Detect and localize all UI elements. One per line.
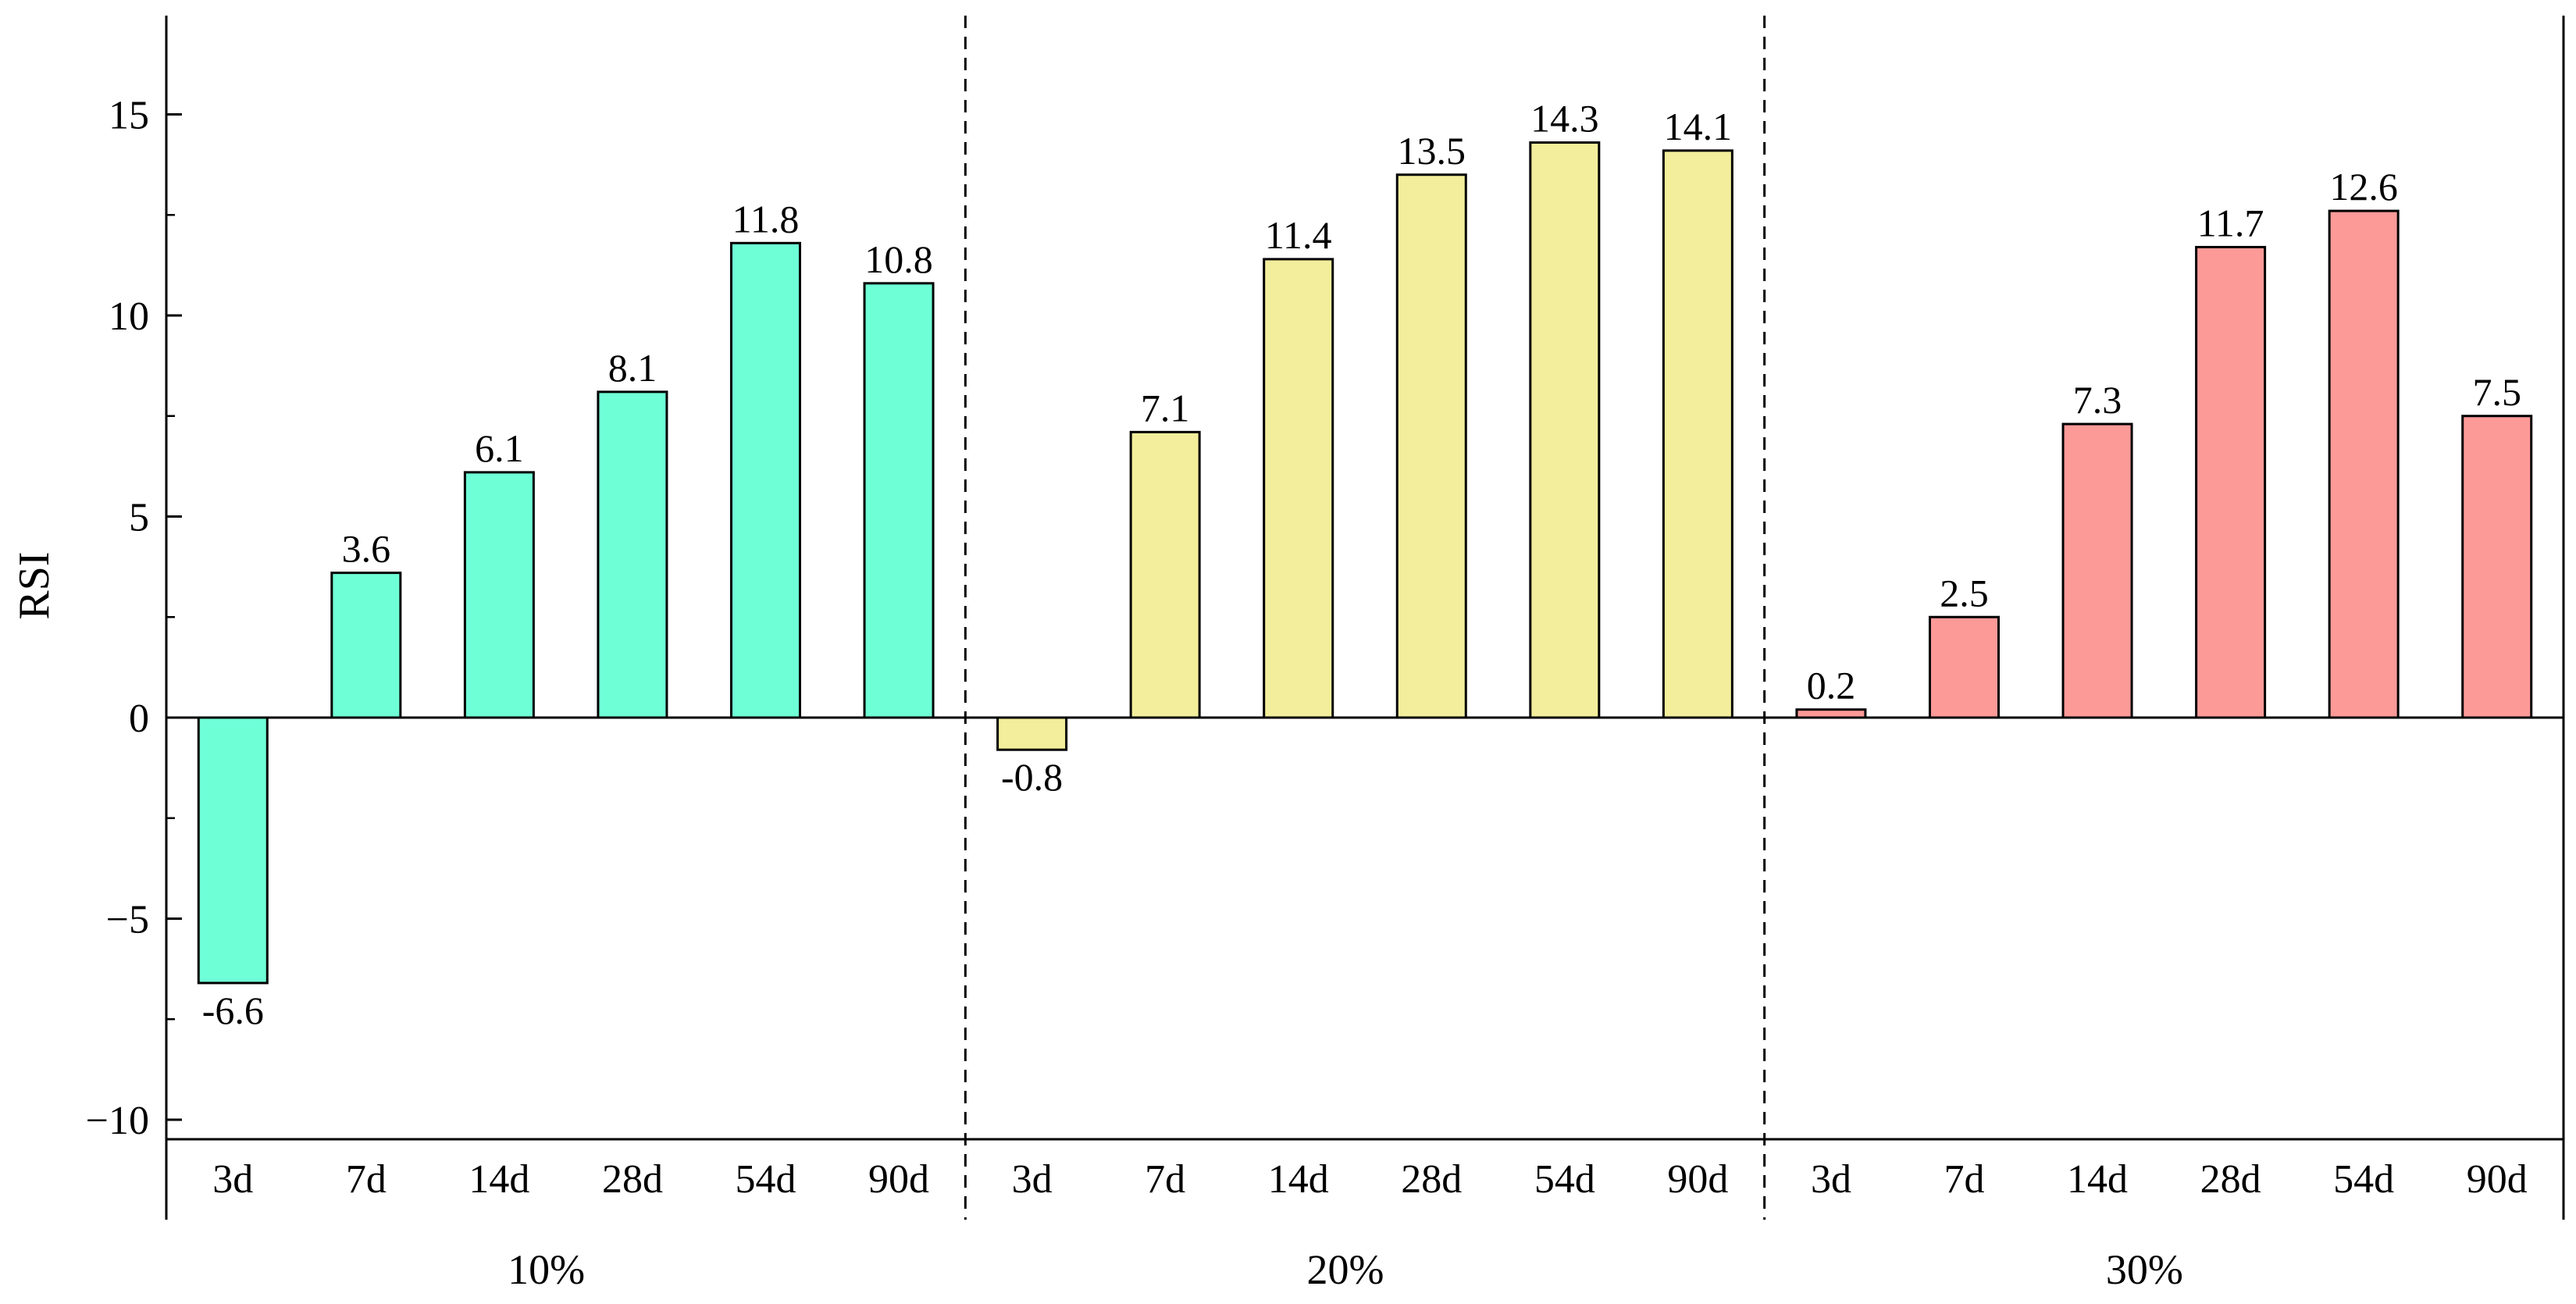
x-tick-label: 28d [2200,1157,2261,1202]
bar-20%-14d [1263,258,1334,719]
x-tick-label: 54d [1534,1157,1595,1202]
bar-30%-90d [2461,415,2533,719]
x-tick-label: 28d [1401,1157,1462,1202]
data-label: 13.5 [1398,129,1466,173]
bar-20%-28d [1395,173,1467,719]
bar-10%-28d [597,390,668,719]
data-label: 2.5 [1940,571,1989,615]
bar-10%-90d [863,282,935,719]
data-label: 12.6 [2329,165,2398,208]
axes [165,16,2565,1220]
x-tick-label: 54d [2333,1157,2394,1202]
y-axis-label: RSI [10,551,59,619]
bar-20%-54d [1529,141,1601,719]
data-label: 14.1 [1664,105,1733,148]
y-tick-label: 5 [129,496,149,540]
x-tick-label: 14d [2067,1157,2128,1202]
bar-10%-14d [463,471,535,719]
data-label: 10.8 [864,237,933,281]
data-label: -6.6 [202,989,264,1032]
x-tick-label: 7d [346,1157,387,1202]
y-tick-label: 15 [109,94,149,138]
data-label: 3.6 [342,527,391,571]
bars [197,141,2533,985]
bar-20%-7d [1129,430,1201,719]
y-tick-label: 10 [109,294,149,339]
x-tick-label: 7d [1944,1157,1985,1202]
bar-30%-28d [2195,245,2267,719]
data-label: -0.8 [1001,755,1063,799]
y-tick-label: −10 [86,1099,149,1143]
data-label: 7.5 [2472,370,2521,414]
x-tick-label: 90d [2467,1157,2528,1202]
x-tick-label: 3d [212,1157,253,1202]
x-tick-label: 3d [1811,1157,1851,1202]
group-label: 30% [2106,1246,2183,1293]
y-tick-label: 0 [129,697,149,741]
bar-30%-54d [2328,209,2400,719]
bar-10%-54d [730,241,801,719]
x-tick-label: 3d [1012,1157,1053,1202]
data-label: 7.1 [1141,386,1190,429]
x-tick-label: 14d [1268,1157,1329,1202]
data-label: 6.1 [475,426,524,470]
data-label: 8.1 [608,346,657,390]
group-label: 10% [508,1246,585,1293]
data-label: 11.7 [2197,201,2264,244]
x-tick-label: 90d [1667,1157,1728,1202]
bar-30%-14d [2061,422,2133,719]
bar-20%-90d [1662,149,1733,719]
labels: −10 −5 0 5 10 15 -6.6 3d 3.6 7d 6.1 14d 8.1 28d 11.8 54… [86,94,2528,1294]
data-label: 14.3 [1530,97,1599,141]
group-label: 20% [1307,1246,1384,1293]
y-tick-label: −5 [106,898,149,942]
x-tick-label: 7d [1145,1157,1185,1202]
data-label: 11.8 [732,197,800,240]
data-label: 0.2 [1807,664,1856,707]
x-tick-label: 54d [736,1157,796,1202]
bar-10%-7d [330,572,402,719]
bar-10%-3d [197,716,269,985]
bar-30%-3d [1795,708,1867,719]
x-tick-label: 14d [469,1157,529,1202]
bar-20%-3d [996,716,1068,751]
x-tick-label: 90d [868,1157,929,1202]
data-label: 11.4 [1265,213,1332,257]
x-tick-label: 28d [602,1157,663,1202]
bar-30%-7d [1929,615,2000,719]
data-label: 7.3 [2073,378,2122,422]
